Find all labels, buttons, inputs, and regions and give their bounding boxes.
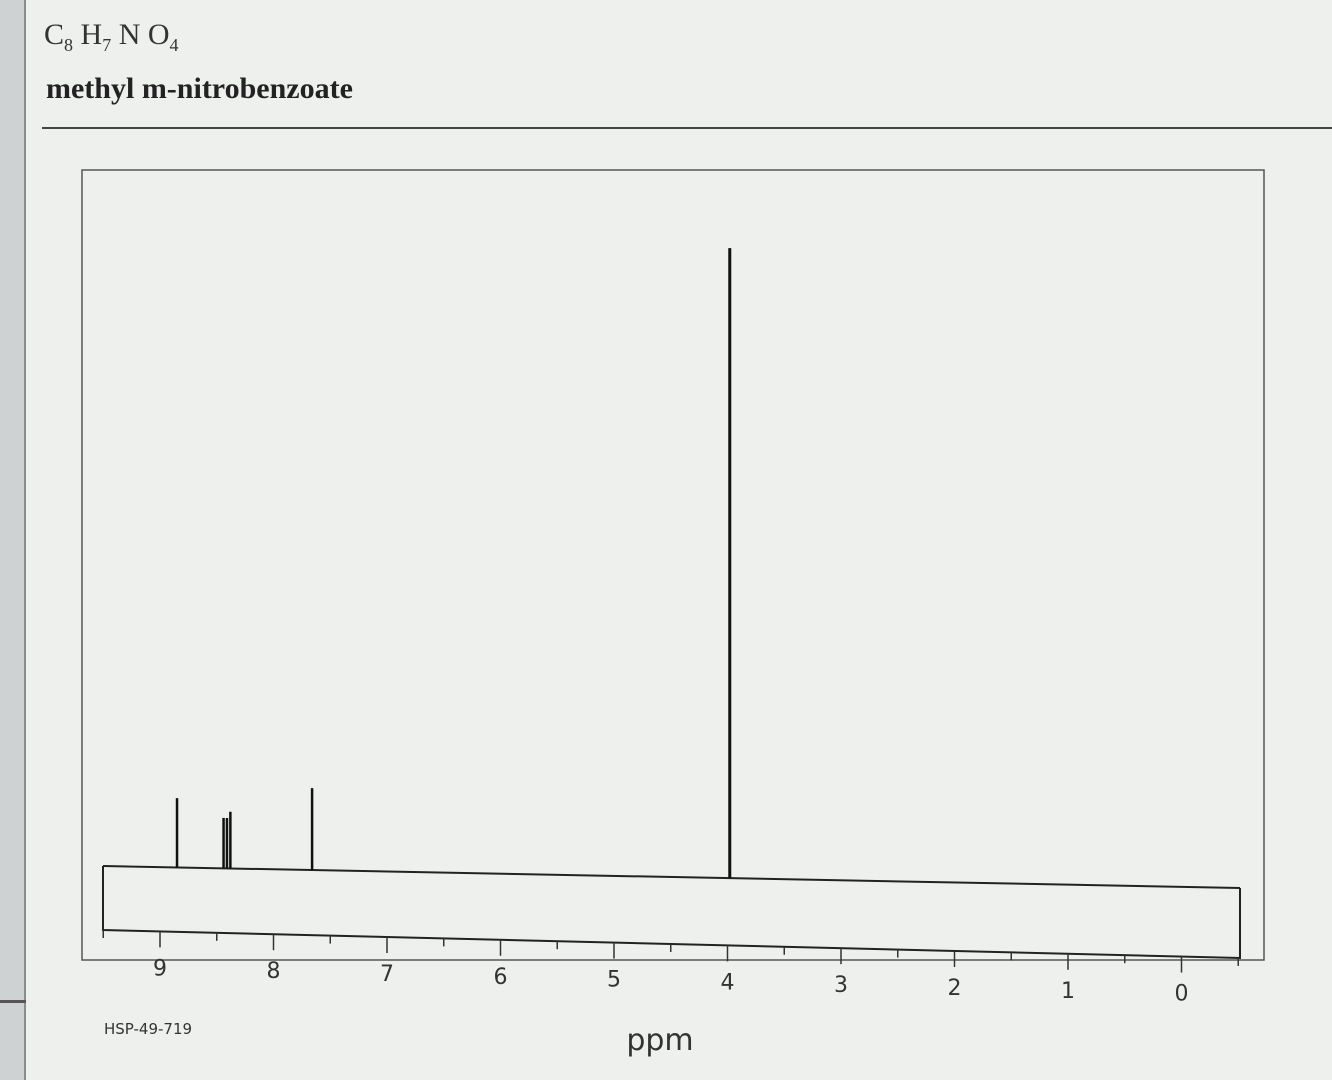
- tick-label: 9: [153, 956, 167, 981]
- tick-label: 7: [380, 962, 394, 987]
- tick-label: 5: [607, 968, 621, 993]
- baseline: [102, 865, 1241, 889]
- tick-label: 0: [1175, 982, 1189, 1007]
- header-divider: [42, 127, 1332, 129]
- tick-label: 4: [721, 970, 735, 995]
- spectrum-peaks: [175, 248, 732, 879]
- molecular-formula: C8 H7 N O4: [44, 18, 179, 55]
- tick-label: 8: [267, 959, 281, 984]
- x-axis-label: ppm: [626, 1023, 693, 1058]
- left-panel-edge: [0, 0, 26, 1080]
- tick-label: 2: [948, 976, 962, 1001]
- tick-label: 3: [834, 973, 848, 998]
- spectrum-sheet: [26, 0, 1332, 1080]
- spectrum-code: HSP-49-719: [104, 1020, 193, 1038]
- compound-name: methyl m-nitrobenzoate: [46, 72, 353, 105]
- left-edge-mark: [0, 1000, 38, 1003]
- x-axis-tick-labels: 9 8 7 6 5 4 3 2 1 0: [153, 956, 1189, 1006]
- tick-label: 6: [494, 965, 508, 990]
- outer-frame: [81, 169, 1265, 961]
- tick-label: 1: [1061, 979, 1075, 1004]
- x-axis-ticks: [102, 930, 1239, 973]
